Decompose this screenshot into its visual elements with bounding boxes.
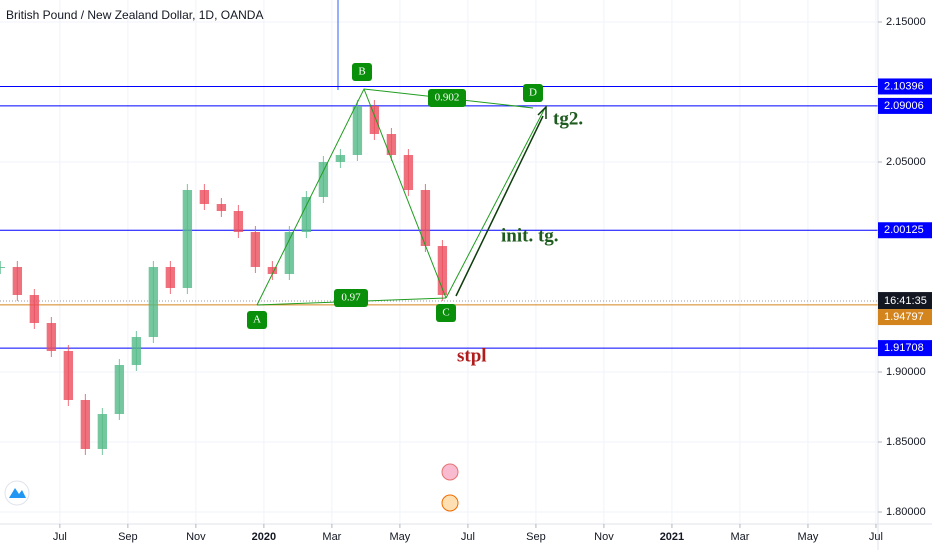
candle-body [386,134,397,155]
chart-title: British Pound / New Zealand Dollar, 1D, … [6,8,263,22]
price-label-box [878,340,932,357]
annotation: tg2. [553,108,583,129]
candle-body [12,267,23,295]
x-tick-label: Sep [118,531,138,543]
candle-body [369,106,380,134]
candle-body [216,204,227,211]
y-tick-label: 1.80000 [886,506,926,518]
candle-body [46,323,57,351]
pattern-line [363,88,447,299]
x-tick-label: Mar [322,531,341,543]
price-label: 2.10396 [884,80,924,92]
y-tick-label: 1.85000 [886,436,926,448]
ratio-box [428,89,466,107]
harmonic-pattern: B A C D 0.902 0.97 [247,63,547,329]
price-label-box [878,309,932,326]
point-label: D [529,87,537,99]
x-tick-label: Nov [594,531,614,543]
point-box [352,63,372,81]
x-tick-label: May [798,531,819,543]
candle-body [301,197,312,232]
candle-body [250,232,261,267]
x-tick-label: 2021 [660,531,684,543]
price-label: 2.09006 [884,100,924,112]
event-icons [441,463,459,512]
candle-body [403,155,414,190]
price-label: 1.91708 [884,342,924,354]
grid [0,0,878,524]
candle-body [335,155,346,162]
point-box [436,304,456,322]
x-tick-label: Mar [730,531,749,543]
candle-body [29,295,40,323]
x-tick-label: Jul [869,531,883,543]
candle-body [63,351,74,400]
arrow [455,115,544,297]
arrow-head [537,105,547,119]
y-tick-label: 2.15000 [886,16,926,28]
candle-body [267,267,278,274]
candle-body [0,267,6,268]
point-label: A [253,314,261,326]
candle-body [318,162,329,197]
candle-body [97,414,108,449]
candle-body [131,337,142,365]
candle-body [80,400,91,449]
x-tick-label: 2020 [252,531,276,543]
pattern-line [445,107,546,299]
candles [0,100,448,455]
candle-body [284,232,295,274]
point-label: B [358,66,365,78]
logo [4,480,30,506]
candle-body [165,267,176,288]
x-tick-label: Jul [461,531,475,543]
annotation: stpl [457,345,487,366]
price-label-box [878,78,932,95]
countdown: 16:41:35 [884,295,927,307]
candle-body [352,106,363,155]
x-tick-label: May [390,531,411,543]
price-label: 2.00125 [884,224,924,236]
point-label: C [442,307,449,319]
candle-body [148,267,159,337]
point-box [523,84,543,102]
x-tick-label: Nov [186,531,206,543]
y-tick-label: 2.05000 [886,156,926,168]
x-tick-label: Jul [53,531,67,543]
ratio-label: 0.97 [341,292,361,304]
price-label-box [878,97,932,114]
candle-body [420,190,431,246]
y-tick-label: 1.90000 [886,366,926,378]
ratio-box [334,289,368,307]
candle-body [114,365,125,414]
price-label: 1.94797 [884,311,924,323]
x-tick-label: Sep [526,531,546,543]
candle-body [437,246,448,295]
levels [0,85,878,349]
candle-body [182,190,193,288]
candle-body [233,211,244,232]
price-label-box [878,222,932,239]
candle-body [199,190,210,204]
ratio-label: 0.902 [435,92,460,104]
axes: 2.15000 2.05000 1.90000 1.85000 1.80000 Jul Se… [53,16,932,543]
annotation: init. tg. [501,225,559,246]
point-box [247,311,267,329]
countdown-box [878,292,932,310]
